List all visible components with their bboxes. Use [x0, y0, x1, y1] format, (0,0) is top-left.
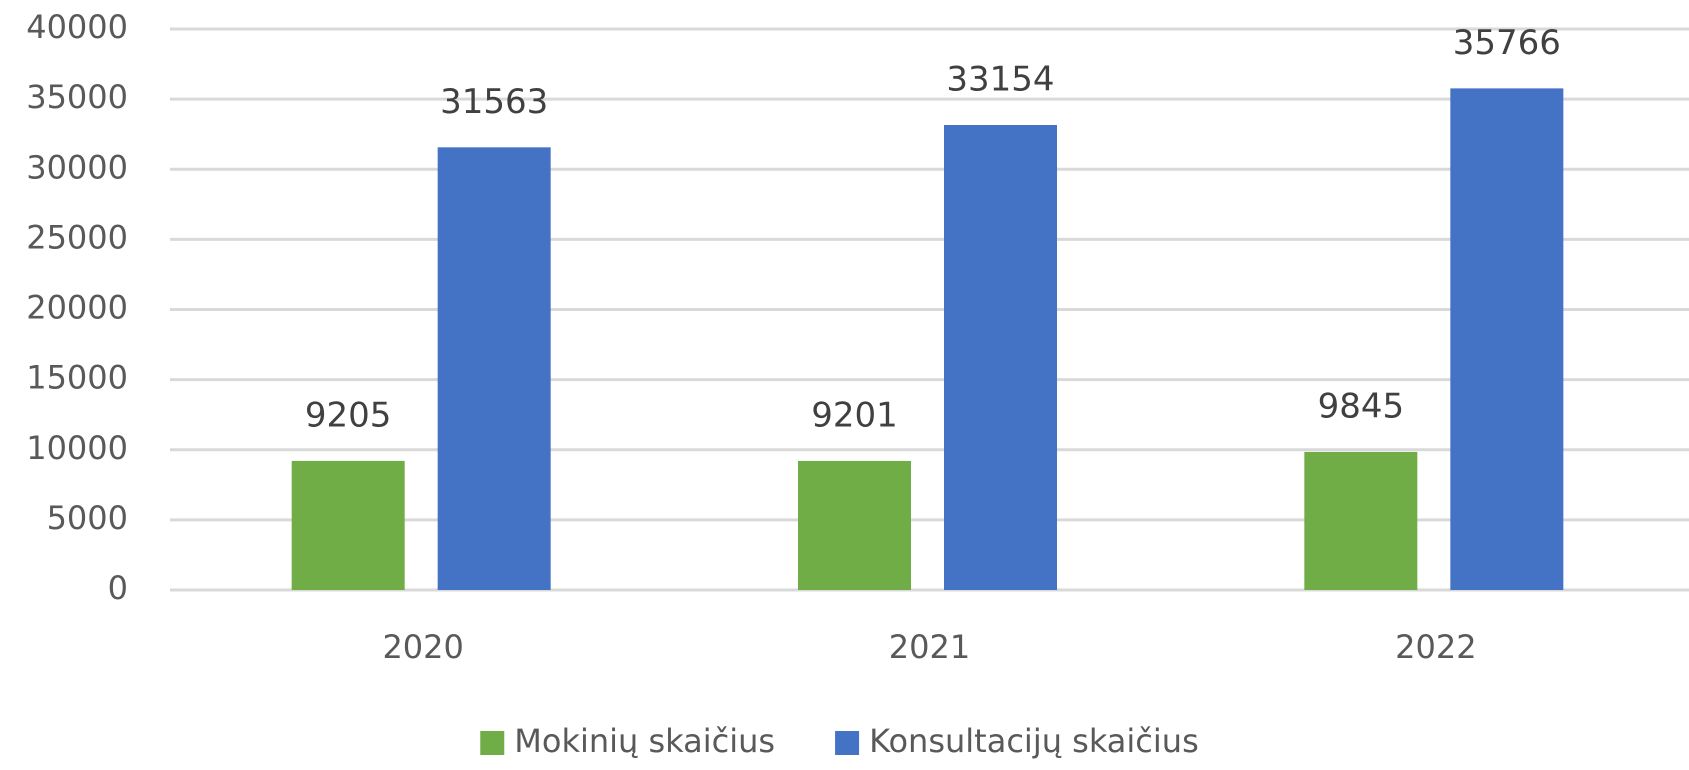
- data-label: 35766: [1453, 23, 1561, 63]
- y-tick-label: 15000: [26, 359, 128, 397]
- y-tick-label: 40000: [26, 8, 128, 46]
- y-tick-label: 0: [108, 569, 128, 607]
- data-label: 9201: [811, 395, 898, 435]
- bar: [944, 125, 1057, 591]
- data-label: 33154: [946, 60, 1054, 100]
- data-label: 31563: [440, 82, 548, 122]
- x-tick-label: 2020: [382, 628, 463, 666]
- legend-swatch: [480, 731, 505, 755]
- data-label: 9205: [305, 395, 392, 435]
- x-tick-label: 2021: [889, 628, 970, 666]
- bar: [1304, 451, 1418, 590]
- legend-label: Mokinių skaičius: [514, 722, 775, 760]
- y-tick-label: 10000: [26, 429, 128, 467]
- bar: [291, 460, 405, 590]
- legend: Mokinių skaičius Konsultacijų skaičius: [480, 722, 1199, 760]
- y-tick-label: 5000: [47, 499, 128, 537]
- bar: [437, 147, 551, 590]
- legend-swatch: [835, 731, 860, 755]
- data-label: 9845: [1318, 386, 1405, 426]
- x-tick-label: 2022: [1395, 628, 1476, 666]
- bar: [1450, 88, 1564, 591]
- y-tick-label: 30000: [26, 148, 128, 186]
- y-tick-label: 20000: [26, 289, 128, 327]
- y-tick-label: 25000: [26, 218, 128, 256]
- bar: [798, 460, 911, 590]
- y-tick-label: 35000: [26, 78, 128, 116]
- legend-label: Konsultacijų skaičius: [869, 722, 1199, 760]
